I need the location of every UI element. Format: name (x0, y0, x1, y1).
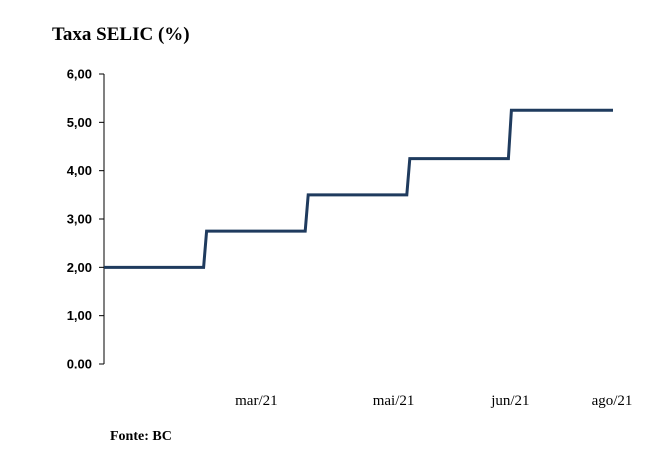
y-tick-label: 3,00 (67, 212, 92, 227)
y-tick-label: 1,00 (67, 308, 92, 323)
y-tick-label: 2,00 (67, 260, 92, 275)
series-group (104, 108, 613, 269)
x-tick-label: mai/21 (373, 393, 415, 409)
y-tick-label: 6,00 (67, 67, 92, 82)
source-note: Fonte: BC (110, 429, 172, 444)
selic-series-line (104, 108, 613, 269)
y-tick-label: 4,00 (67, 163, 92, 178)
x-axis-ticks: mar/21 mai/21 jun/21 ago/21 (235, 393, 632, 409)
y-axis-ticks: 0.00 1,00 2,00 3,00 4,00 5,00 6,00 (67, 67, 104, 372)
chart-title: Taxa SELIC (%) (52, 24, 190, 45)
y-tick-label: 5,00 (67, 115, 92, 130)
x-tick-label: jun/21 (490, 393, 529, 409)
y-tick-label: 0.00 (67, 357, 92, 372)
x-tick-label: ago/21 (592, 393, 633, 409)
x-tick-label: mar/21 (235, 393, 278, 409)
